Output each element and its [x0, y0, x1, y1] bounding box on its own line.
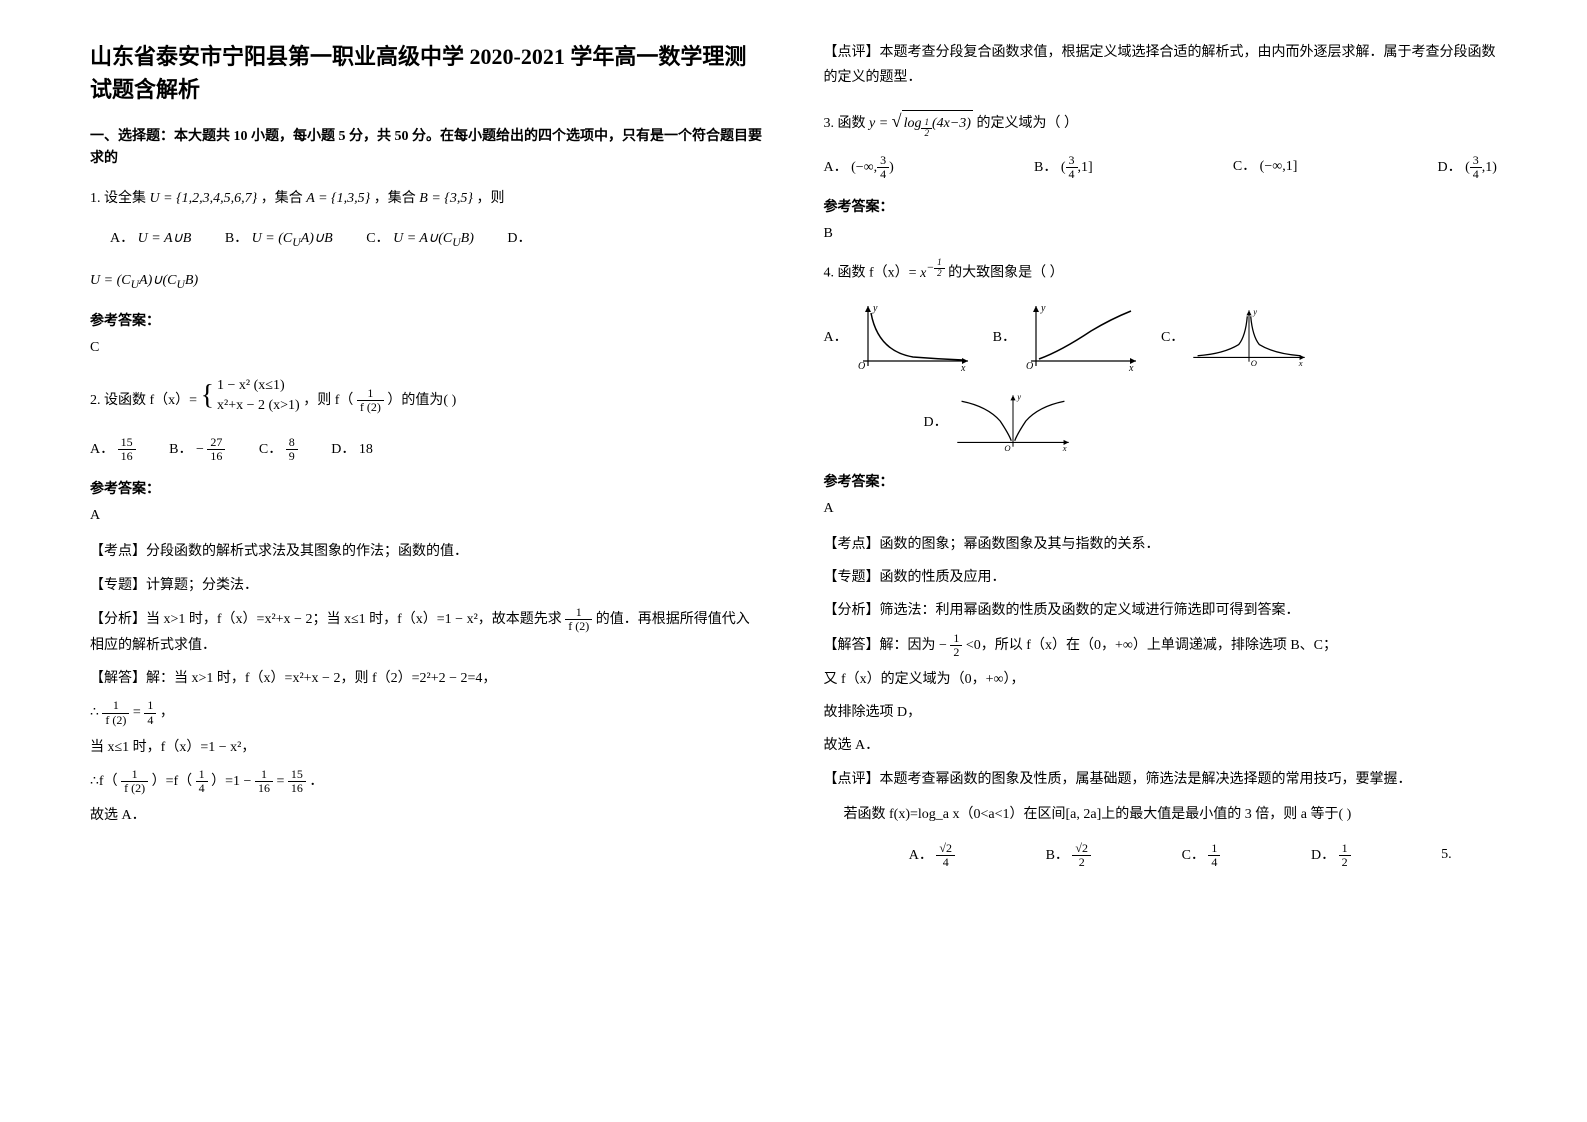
question-3: 3. 函数 y = √log12(4x−3) 的定义域为（ ）: [824, 105, 1498, 139]
svg-text:O: O: [1251, 358, 1257, 368]
q3-optB: B． (34,1]: [1034, 154, 1093, 181]
q2-zhuanti: 【专题】计算题；分类法．: [90, 573, 764, 598]
question-4: 4. 函数 f（x）= x−12 的大致图象是（ ）: [824, 257, 1498, 286]
q4-jieda1: 【解答】解：因为 − 12 <0，所以 f（x）在（0，+∞）上单调递减，排除选…: [824, 632, 1498, 659]
svg-text:O: O: [1026, 361, 1033, 371]
svg-text:x: x: [1061, 443, 1066, 453]
q5-optD: D． 12: [1311, 842, 1351, 869]
q1-optA: A． U = A∪B: [110, 226, 191, 251]
svg-text:x: x: [960, 363, 966, 371]
q1-optC: C． U = A∪(CUB): [366, 226, 474, 253]
graph-D-svg: O x y: [953, 386, 1073, 456]
svg-text:y: y: [872, 303, 878, 314]
q3-optA: A． (−∞,34): [824, 154, 894, 181]
document-title: 山东省泰安市宁阳县第一职业高级中学 2020-2021 学年高一数学理测试题含解…: [90, 40, 764, 106]
q5-optC: C． 14: [1182, 842, 1221, 869]
q4-formula: x−12: [920, 266, 948, 281]
svg-text:x: x: [1298, 358, 1303, 368]
right-column: 【点评】本题考查分段复合函数求值，根据定义域选择合适的解析式，由内而外逐层求解．…: [794, 40, 1528, 1082]
q1-optD-label: D．: [507, 226, 531, 251]
q2-suffix: ）的值为( ): [387, 393, 456, 408]
q2-options: A． 1516 B． − 2716 C． 89 D． 18: [90, 436, 764, 463]
q3-formula: y = √log12(4x−3): [869, 116, 976, 131]
q1-mid2: ，集合: [374, 191, 416, 206]
svg-text:y: y: [1016, 392, 1021, 402]
q3-answer: B: [824, 226, 1498, 242]
col2-dianping: 【点评】本题考查分段复合函数求值，根据定义域选择合适的解析式，由内而外逐层求解．…: [824, 40, 1498, 90]
q5-optA: A． √24: [909, 842, 955, 869]
q2-jieda3: 当 x≤1 时，f（x）=1 − x²，: [90, 735, 764, 760]
section-1-header: 一、选择题：本大题共 10 小题，每小题 5 分，共 50 分。在每小题给出的四…: [90, 126, 764, 171]
q2-kaodian: 【考点】分段函数的解析式求法及其图象的作法；函数的值．: [90, 539, 764, 564]
q4-kaodian: 【考点】函数的图象；幂函数图象及其与指数的关系．: [824, 532, 1498, 557]
svg-text:O: O: [858, 361, 865, 371]
q4-graphs-row1: A． O x y B． O x y: [824, 301, 1498, 371]
left-column: 山东省泰安市宁阳县第一职业高级中学 2020-2021 学年高一数学理测试题含解…: [60, 40, 794, 1082]
q3-answer-label: 参考答案：: [824, 196, 1498, 216]
q5-number: 5.: [1441, 842, 1452, 869]
q1-A: A = {1,3,5}: [306, 191, 370, 206]
q1-optB: B． U = (CUA)∪B: [225, 226, 333, 253]
svg-text:y: y: [1253, 307, 1258, 317]
q2-optA: A． 1516: [90, 436, 136, 463]
q2-jieda5: 故选 A．: [90, 803, 764, 828]
q3-optC: C． (−∞,1]: [1233, 154, 1298, 181]
q4-jieda3: 故排除选项 D，: [824, 700, 1498, 725]
q4-zhuanti: 【专题】函数的性质及应用．: [824, 565, 1498, 590]
question-5: 若函数 f(x)=log_a x（0<a<1）在区间[a, 2a]上的最大值是最…: [844, 802, 1498, 827]
q2-jieda2: ∴ 1f (2) = 14 ，: [90, 699, 764, 726]
q5-optB: B． √22: [1046, 842, 1091, 869]
q1-options: A． U = A∪B B． U = (CUA)∪B C． U = A∪(CUB)…: [110, 226, 764, 253]
q1-suffix: ，则: [476, 191, 504, 206]
q4-answer-label: 参考答案：: [824, 471, 1498, 491]
svg-text:y: y: [1040, 303, 1046, 314]
q2-answer: A: [90, 508, 764, 524]
q4-graph-D: D． O x y: [924, 386, 1073, 456]
q2-jieda4: ∴f（ 1f (2) ）=f（ 14 ）=1 − 116 = 1516 ．: [90, 768, 764, 795]
q1-answer: C: [90, 340, 764, 356]
q4-jieda2: 又 f（x）的定义域为（0，+∞），: [824, 667, 1498, 692]
q2-optD: D． 18: [331, 437, 373, 462]
q1-optD: U = (CUA)∪(CUB): [90, 268, 764, 295]
q4-fenxi: 【分析】筛选法：利用幂函数的性质及函数的定义域进行筛选即可得到答案．: [824, 598, 1498, 623]
q2-jieda1: 【解答】解：当 x>1 时，f（x）=x²+x − 2，则 f（2）=2²+2 …: [90, 666, 764, 691]
q3-optD: D． (34,1): [1438, 154, 1497, 181]
question-1: 1. 设全集 U = {1,2,3,4,5,6,7} ，集合 A = {1,3,…: [90, 186, 764, 211]
q4-answer: A: [824, 501, 1498, 517]
q1-B: B = {3,5}: [419, 191, 473, 206]
q3-options: A． (−∞,34) B． (34,1] C． (−∞,1] D． (34,1): [824, 154, 1498, 181]
q5-options: A． √24 B． √22 C． 14 D． 12 5.: [864, 842, 1498, 869]
question-2: 2. 设函数 f（x）= { 1 − x² (x≤1) x²+x − 2 (x>…: [90, 371, 764, 421]
q2-prefix: 2. 设函数 f（x）=: [90, 393, 197, 408]
q1-U: U = {1,2,3,4,5,6,7}: [150, 191, 258, 206]
q4-jieda4: 故选 A．: [824, 733, 1498, 758]
q2-mid: ，则 f（: [303, 393, 353, 408]
q2-optB: B． − 2716: [169, 436, 225, 463]
q4-graph-A: A． O x y: [824, 301, 973, 371]
q2-optC: C． 89: [259, 436, 298, 463]
q4-graph-B: B． O x y: [993, 301, 1141, 371]
q2-piecewise: { 1 − x² (x≤1) x²+x − 2 (x>1): [201, 371, 300, 421]
svg-text:O: O: [1004, 443, 1010, 453]
q1-prefix: 1. 设全集: [90, 191, 146, 206]
q2-answer-label: 参考答案：: [90, 478, 764, 498]
svg-text:x: x: [1128, 363, 1134, 371]
q4-dianping: 【点评】本题考查幂函数的图象及性质，属基础题，筛选法是解决选择题的常用技巧，要掌…: [824, 767, 1498, 792]
q2-frac: 1 f (2): [357, 387, 384, 414]
q4-graphs-row2: D． O x y: [924, 386, 1498, 456]
q1-mid1: ，集合: [261, 191, 303, 206]
q1-answer-label: 参考答案：: [90, 310, 764, 330]
graph-A-svg: O x y: [853, 301, 973, 371]
graph-C-svg: O x y: [1189, 301, 1309, 371]
q2-fenxi: 【分析】当 x>1 时，f（x）=x²+x − 2；当 x≤1 时，f（x）=1…: [90, 606, 764, 659]
q4-graph-C: C． O x y: [1161, 301, 1309, 371]
graph-B-svg: O x y: [1021, 301, 1141, 371]
